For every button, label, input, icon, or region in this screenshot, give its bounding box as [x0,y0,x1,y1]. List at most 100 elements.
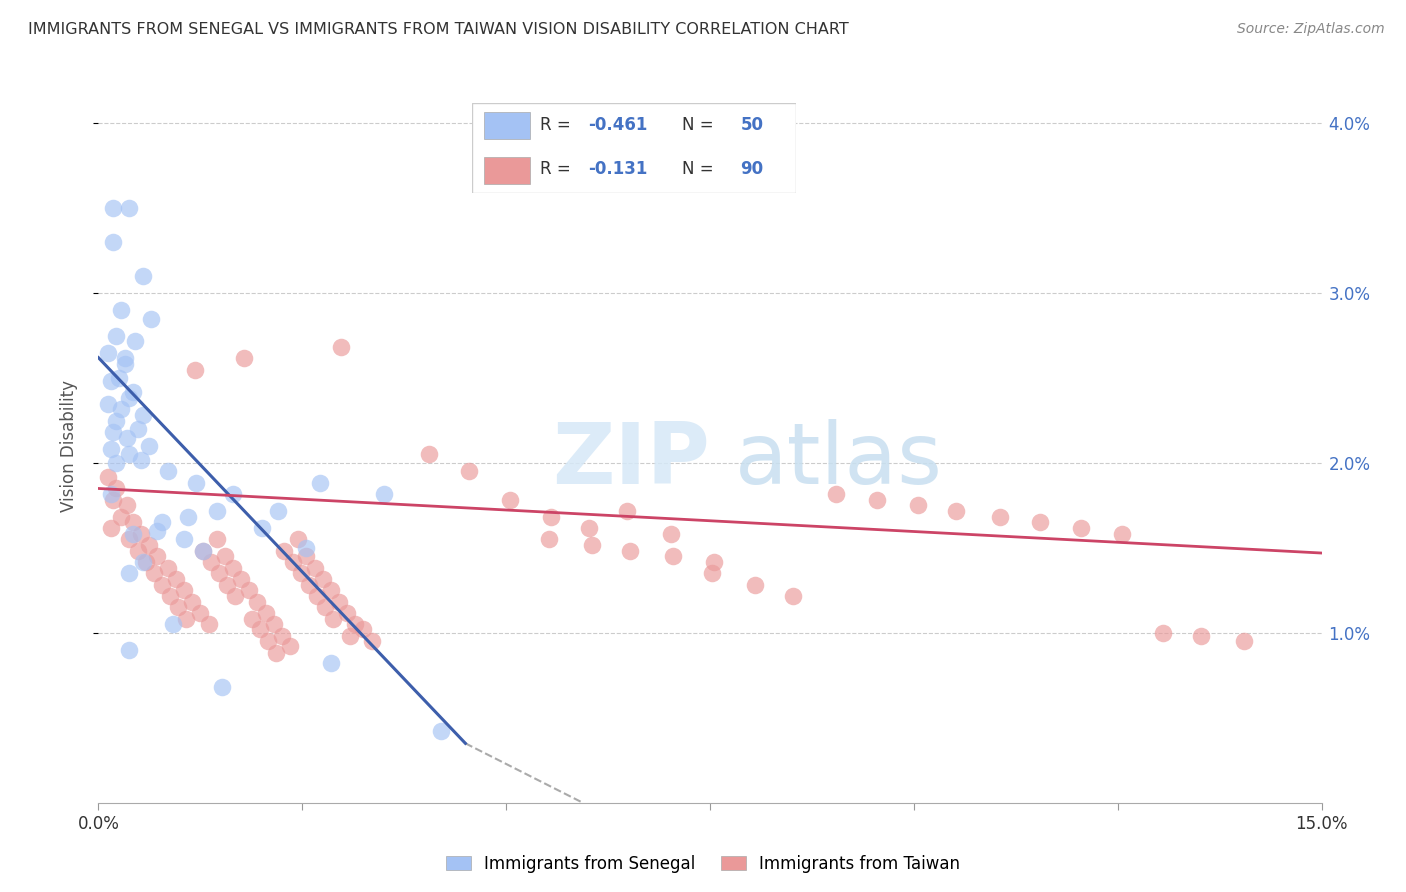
Point [344,617,367,632]
Point [105,328,128,343]
Point [222,486,245,500]
Point [97,345,120,359]
Point [156,465,179,479]
Point [1111,527,1133,541]
Point [304,561,326,575]
Point [267,503,290,517]
Point [328,595,350,609]
Point [537,533,560,547]
Point [703,555,725,569]
Point [159,589,181,603]
Point [257,634,280,648]
Point [224,589,246,603]
Point [273,544,295,558]
Text: Source: ZipAtlas.com: Source: ZipAtlas.com [1237,22,1385,37]
Point [211,680,233,694]
Point [165,572,187,586]
Point [254,606,277,620]
Point [322,612,344,626]
Point [238,583,260,598]
Point [458,465,481,479]
Point [176,612,198,626]
Y-axis label: Vision Disability: Vision Disability [59,380,77,512]
Point [217,578,239,592]
Point [499,493,522,508]
Point [100,442,122,457]
Point [101,425,124,440]
Point [263,617,285,632]
Point [114,358,136,372]
Point [105,482,128,496]
Point [339,629,361,643]
Point [141,311,163,326]
Point [150,516,173,530]
Point [97,469,120,483]
Point [135,555,157,569]
Point [418,448,440,462]
Point [146,549,169,564]
Point [115,430,138,444]
Point [700,566,723,581]
Point [146,524,169,538]
Point [191,544,214,558]
Point [173,533,195,547]
Point [177,510,200,524]
Point [108,371,131,385]
Point [115,499,138,513]
Point [866,493,889,508]
Point [430,724,453,739]
Text: ZIP: ZIP [553,418,710,502]
Point [162,617,184,632]
Point [118,201,141,215]
Point [129,527,152,541]
Point [290,566,312,581]
Point [1189,629,1212,643]
Point [249,623,271,637]
Point [97,396,120,410]
Text: atlas: atlas [734,418,942,502]
Point [309,476,332,491]
Point [200,555,222,569]
Point [132,269,155,284]
Point [222,561,245,575]
Point [360,634,382,648]
Point [105,456,128,470]
Point [129,452,152,467]
Point [186,476,208,491]
Point [110,303,132,318]
Point [287,533,309,547]
Point [100,375,122,389]
Point [138,537,160,551]
Point [907,499,929,513]
Point [1070,520,1092,534]
Point [240,612,263,626]
Point [118,533,141,547]
Point [744,578,766,592]
Point [101,235,124,249]
Point [246,595,269,609]
Point [132,409,155,423]
Point [101,493,124,508]
Point [825,486,848,500]
Point [581,537,603,551]
Point [298,578,321,592]
Point [121,516,143,530]
Point [312,572,335,586]
Point [659,527,682,541]
Point [188,606,212,620]
Point [619,544,641,558]
Point [231,572,253,586]
Point [336,606,359,620]
Point [662,549,685,564]
Point [232,351,254,365]
Point [191,544,214,558]
Point [1029,516,1052,530]
Point [330,341,353,355]
Point [142,566,165,581]
Point [105,413,128,427]
Point [110,510,132,524]
Point [281,555,304,569]
Point [945,503,967,517]
Point [205,503,228,517]
Point [121,384,143,399]
